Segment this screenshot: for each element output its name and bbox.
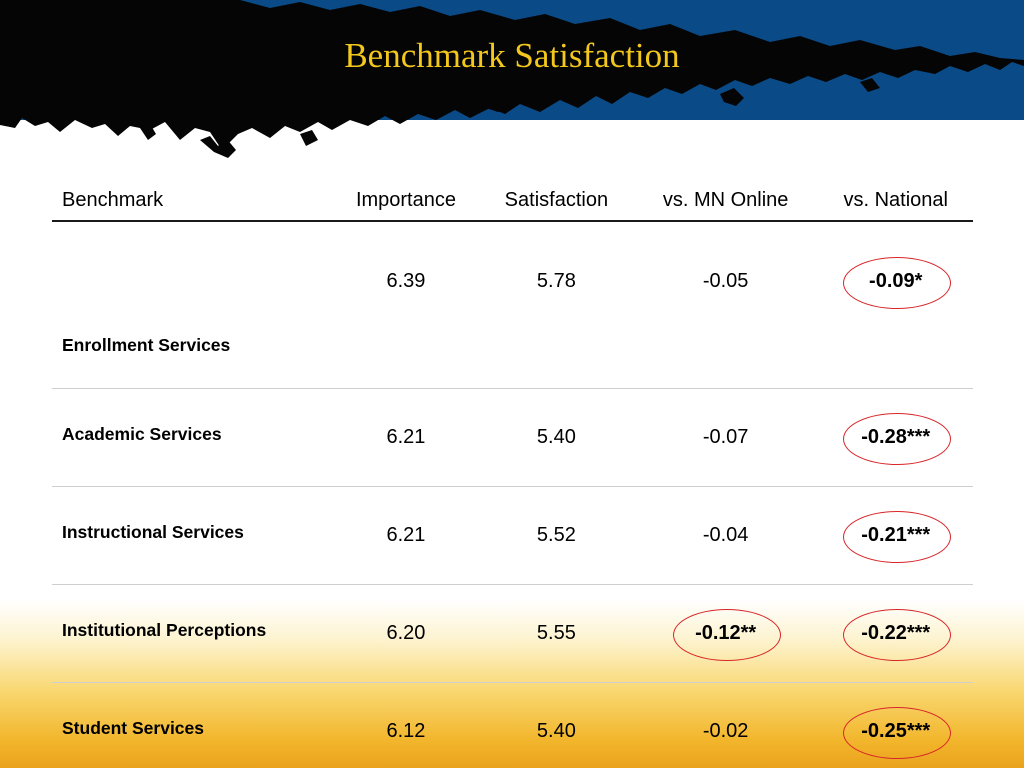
benchmark-label: Enrollment Services [52, 221, 332, 389]
benchmark-label: Institutional Perceptions [52, 585, 332, 683]
header-benchmark: Benchmark [52, 180, 332, 221]
slide-title: Benchmark Satisfaction [0, 36, 1024, 76]
importance-text: 6.20 [387, 622, 426, 645]
benchmark-label: Academic Services [52, 389, 332, 487]
vs-mn-online-value: -0.05 [633, 221, 819, 389]
vs-national-value: -0.28*** [818, 389, 973, 487]
header-satisfaction: Satisfaction [480, 180, 633, 221]
importance-value: 6.20 [332, 585, 480, 683]
header-vs-mn-online: vs. MN Online [633, 180, 819, 221]
table-row: Student Services 6.12 5.40 -0.02 -0.25**… [52, 683, 973, 780]
satisfaction-text: 5.55 [537, 622, 576, 645]
vs-national-text: -0.21*** [861, 524, 930, 547]
vs-national-text: -0.22*** [861, 622, 930, 645]
importance-text: 6.39 [387, 270, 426, 293]
table-row: Institutional Perceptions 6.20 5.55 -0.1… [52, 585, 973, 683]
benchmark-table: Benchmark Importance Satisfaction vs. MN… [52, 180, 973, 780]
vs-mn-online-text: -0.07 [703, 426, 749, 449]
vs-national-text: -0.09* [869, 270, 922, 293]
importance-value: 6.21 [332, 389, 480, 487]
importance-text: 6.21 [387, 426, 426, 449]
satisfaction-text: 5.40 [537, 426, 576, 449]
table-header-row: Benchmark Importance Satisfaction vs. MN… [52, 180, 973, 221]
satisfaction-value: 5.55 [480, 585, 633, 683]
importance-value: 6.12 [332, 683, 480, 780]
table-row: Enrollment Services 6.39 5.78 -0.05 -0.0… [52, 221, 973, 389]
vs-mn-online-value: -0.07 [633, 389, 819, 487]
benchmark-label: Student Services [52, 683, 332, 780]
header-vs-national: vs. National [818, 180, 973, 221]
vs-mn-online-text: -0.04 [703, 524, 749, 547]
satisfaction-value: 5.78 [480, 221, 633, 389]
vs-national-text: -0.28*** [861, 426, 930, 449]
vs-mn-online-text: -0.05 [703, 270, 749, 293]
vs-national-value: -0.22*** [818, 585, 973, 683]
vs-mn-online-value: -0.02 [633, 683, 819, 780]
satisfaction-value: 5.40 [480, 389, 633, 487]
importance-value: 6.39 [332, 221, 480, 389]
satisfaction-text: 5.52 [537, 524, 576, 547]
satisfaction-text: 5.40 [537, 720, 576, 743]
importance-text: 6.21 [387, 524, 426, 547]
benchmark-label: Instructional Services [52, 487, 332, 585]
vs-mn-online-value: -0.04 [633, 487, 819, 585]
vs-national-text: -0.25*** [861, 720, 930, 743]
importance-text: 6.12 [387, 720, 426, 743]
vs-national-value: -0.21*** [818, 487, 973, 585]
vs-mn-online-text: -0.02 [703, 720, 749, 743]
vs-mn-online-value: -0.12** [633, 585, 819, 683]
table-row: Instructional Services 6.21 5.52 -0.04 -… [52, 487, 973, 585]
vs-national-value: -0.25*** [818, 683, 973, 780]
satisfaction-value: 5.40 [480, 683, 633, 780]
satisfaction-text: 5.78 [537, 270, 576, 293]
vs-national-value: -0.09* [818, 221, 973, 389]
vs-mn-online-text: -0.12** [695, 622, 756, 645]
header-banner [0, 0, 1024, 170]
header-importance: Importance [332, 180, 480, 221]
table-row: Academic Services 6.21 5.40 -0.07 -0.28*… [52, 389, 973, 487]
importance-value: 6.21 [332, 487, 480, 585]
satisfaction-value: 5.52 [480, 487, 633, 585]
